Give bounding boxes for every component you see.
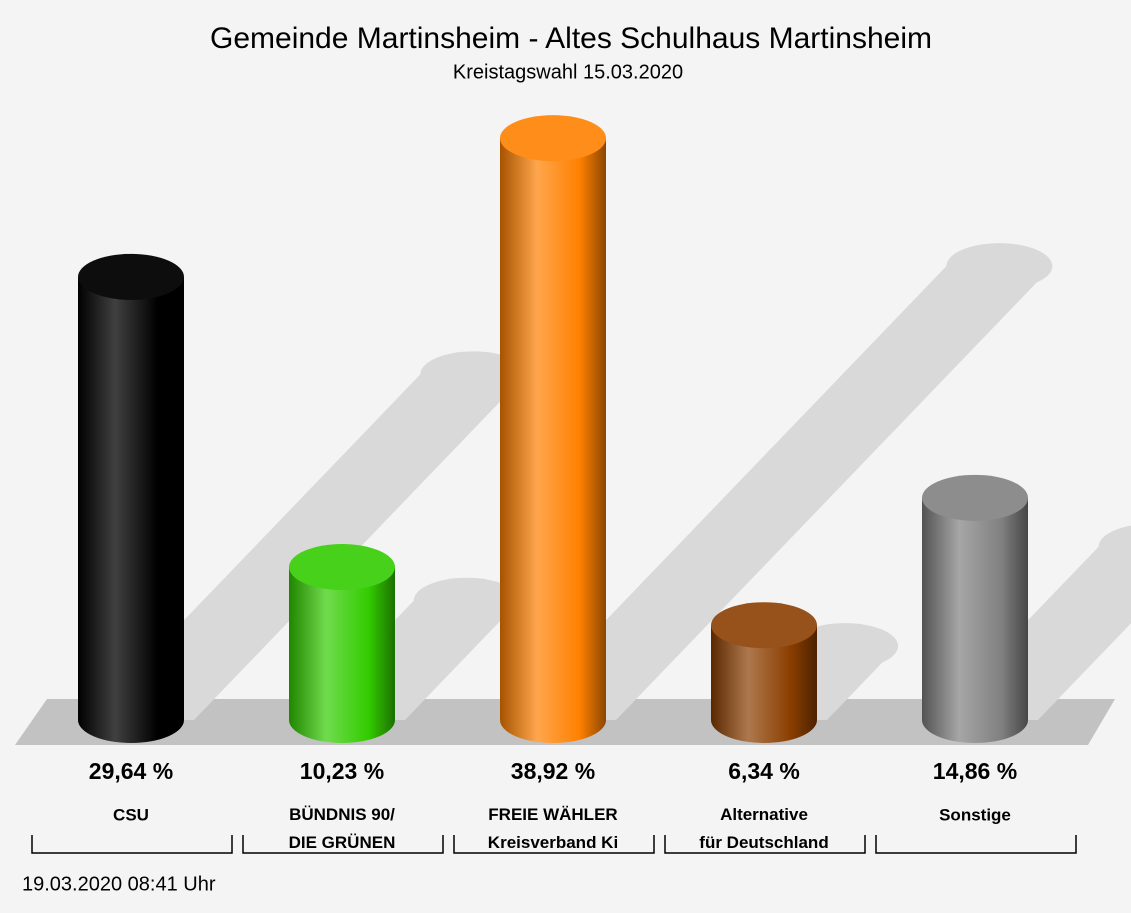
- bar-shadow: [88, 374, 527, 720]
- category-label: Sonstige: [939, 805, 1011, 824]
- category-label: Alternative für Deutschland: [699, 805, 828, 852]
- bar: [500, 138, 606, 720]
- category-label: FREIE WÄHLER Kreisverband Ki: [488, 805, 618, 852]
- category-label: BÜNDNIS 90/DIE GRÜNEN: [289, 805, 396, 852]
- chart-title: Gemeinde Martinsheim - Altes Schulhaus M…: [210, 22, 932, 55]
- bar-top: [711, 602, 817, 649]
- value-label: 10,23 %: [300, 758, 384, 784]
- value-label: 38,92 %: [511, 758, 595, 784]
- category-bracket: [875, 835, 1077, 854]
- bar-top: [289, 544, 395, 591]
- category-bracket: [664, 835, 866, 854]
- bar: [78, 276, 184, 720]
- bar-top: [78, 253, 184, 300]
- footnote: 19.03.2020 08:41 Uhr: [22, 873, 216, 895]
- shadow-cap: [1098, 525, 1131, 568]
- category-bracket: [453, 835, 655, 854]
- category-bracket: [242, 835, 444, 854]
- chart-subtitle: Kreistagswahl 15.03.2020: [453, 61, 683, 83]
- shadow-cap: [792, 623, 899, 670]
- value-label: 6,34 %: [728, 758, 800, 784]
- shadow-cap: [946, 243, 1053, 290]
- category-label: CSU: [113, 805, 149, 824]
- value-label: 14,86 %: [933, 758, 1017, 784]
- bar: [289, 567, 395, 720]
- value-label: 29,64 %: [89, 758, 173, 784]
- category-bracket: [31, 835, 233, 854]
- bar: [922, 497, 1028, 720]
- shadow-cap: [420, 351, 527, 398]
- bar-top: [922, 474, 1028, 521]
- bar-top: [500, 115, 606, 162]
- shadow-cap: [413, 577, 520, 624]
- bar-shadow: [510, 266, 1053, 720]
